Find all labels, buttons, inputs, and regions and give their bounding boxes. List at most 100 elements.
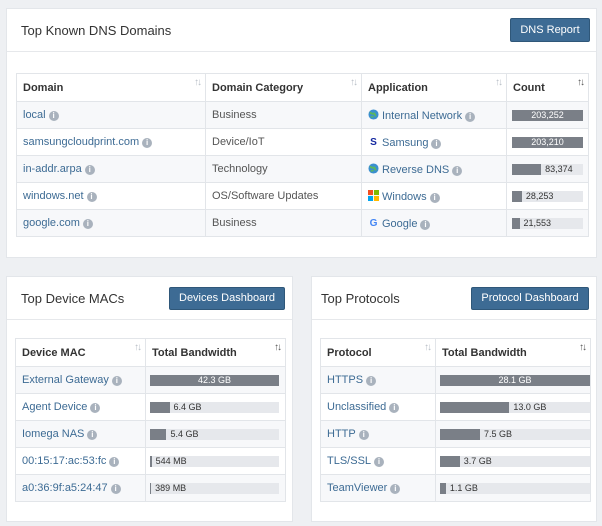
sort-icon[interactable]: ↑↓ [350,77,358,88]
info-icon[interactable]: i [48,111,59,121]
protocol-link[interactable]: TeamViewer [327,482,388,494]
info-icon[interactable]: i [452,165,463,176]
table-row[interactable]: windows.net i OS/Software Updates Windows i 2… [16,182,589,210]
protocol-cell[interactable]: TeamViewer i [320,474,436,502]
application-link[interactable]: Google [382,217,418,230]
dns-card-header: Top Known DNS Domains DNS Report [7,9,596,52]
sort-desc-icon[interactable]: ↑↓ [577,77,585,88]
application-link[interactable]: Windows [382,190,427,203]
info-icon[interactable]: i [465,111,476,122]
info-icon[interactable]: i [374,457,385,467]
info-icon[interactable]: i [358,430,369,440]
table-row[interactable]: TeamViewer i 1.1 GB [320,474,591,502]
info-icon[interactable]: i [420,219,431,230]
domain-cell[interactable]: in-addr.arpa i [16,155,206,183]
protocol-link[interactable]: Unclassified [327,401,387,413]
column-header-total-bandwidth[interactable]: Total Bandwidth ↑↓ [435,338,591,367]
table-row[interactable]: a0:36:9f:a5:24:47 i 389 MB [15,474,286,502]
table-row[interactable]: google.com i Business G Google i 21,553 [16,209,589,237]
protocol-link[interactable]: HTTP [327,428,356,440]
sort-desc-icon[interactable]: ↑↓ [579,342,587,353]
info-icon[interactable]: i [111,376,122,386]
info-icon[interactable]: i [366,376,377,386]
globe-icon [368,162,379,174]
devices-dashboard-button[interactable]: Devices Dashboard [169,287,285,310]
table-row[interactable]: in-addr.arpa i Technology Reverse DNS i 83,37… [16,155,589,183]
table-row[interactable]: local i Business Internal Network i 203,252 [16,101,589,129]
info-icon[interactable]: i [86,192,97,202]
sort-icon[interactable]: ↑↓ [194,77,202,88]
domain-cell[interactable]: windows.net i [16,182,206,210]
sort-icon[interactable]: ↑↓ [495,77,503,88]
device-link[interactable]: Agent Device [22,401,88,413]
info-icon[interactable]: i [84,165,95,175]
domain-cell[interactable]: samsungcloudprint.com i [16,128,206,156]
device-mac-cell[interactable]: Agent Device i [15,393,146,421]
table-row[interactable]: HTTP i 7.5 GB [320,420,591,448]
protocol-link[interactable]: HTTPS [327,374,364,386]
domain-link[interactable]: google.com [23,217,80,229]
info-icon[interactable]: i [110,484,121,494]
application-link[interactable]: Internal Network [382,109,463,122]
device-link[interactable]: Iomega NAS [22,428,85,440]
protocol-cell[interactable]: TLS/SSL i [320,447,436,475]
category-cell: OS/Software Updates [205,182,362,210]
column-header-total-bandwidth[interactable]: Total Bandwidth ↑↓ [145,338,286,367]
device-link[interactable]: 00:15:17:ac:53:fc [22,455,107,467]
device-link[interactable]: a0:36:9f:a5:24:47 [22,482,108,494]
sort-icon[interactable]: ↑↓ [134,342,142,353]
table-row[interactable]: Agent Device i 6.4 GB [15,393,286,421]
info-icon[interactable]: i [431,138,442,149]
dns-report-button[interactable]: DNS Report [510,18,590,42]
device-mac-cell[interactable]: a0:36:9f:a5:24:47 i [15,474,146,502]
protocol-cell[interactable]: HTTP i [320,420,436,448]
column-header-domain[interactable]: Domain ↑↓ [16,73,206,102]
protocol-link[interactable]: TLS/SSL [327,455,372,467]
table-row[interactable]: HTTPS i 28.1 GB [320,366,591,394]
table-row[interactable]: Iomega NAS i 5.4 GB [15,420,286,448]
domain-link[interactable]: samsungcloudprint.com [23,136,140,148]
sort-desc-icon[interactable]: ↑↓ [274,342,282,353]
column-header-count[interactable]: Count ↑↓ [506,73,589,102]
application-cell[interactable]: Windows i [361,182,507,210]
application-link[interactable]: Reverse DNS [382,163,450,176]
application-cell[interactable]: Internal Network i [361,101,507,129]
protocol-dashboard-button[interactable]: Protocol Dashboard [471,287,589,310]
table-row[interactable]: TLS/SSL i 3.7 GB [320,447,591,475]
info-icon[interactable]: i [82,219,93,229]
protocol-cell[interactable]: Unclassified i [320,393,436,421]
column-header-application[interactable]: Application ↑↓ [361,73,507,102]
info-icon[interactable]: i [389,403,400,413]
column-header-device-mac[interactable]: Device MAC ↑↓ [15,338,146,367]
bar-value: 21,553 [523,217,552,228]
application-cell[interactable]: S Samsung i [361,128,507,156]
domain-cell[interactable]: local i [16,101,206,129]
count-cell: 203,210 [506,128,589,156]
info-icon[interactable]: i [87,430,98,440]
domain-link[interactable]: windows.net [23,190,84,202]
table-row[interactable]: samsungcloudprint.com i Device/IoT S Samsung… [16,128,589,156]
info-icon[interactable]: i [142,138,153,148]
info-icon[interactable]: i [429,192,440,203]
domain-link[interactable]: local [23,109,46,121]
application-cell[interactable]: G Google i [361,209,507,237]
bar-value: 5.4 GB [170,428,199,439]
device-link[interactable]: External Gateway [22,374,109,386]
device-mac-cell[interactable]: 00:15:17:ac:53:fc i [15,447,146,475]
protocol-cell[interactable]: HTTPS i [320,366,436,394]
device-mac-cell[interactable]: Iomega NAS i [15,420,146,448]
info-icon[interactable]: i [390,484,401,494]
domain-cell[interactable]: google.com i [16,209,206,237]
table-row[interactable]: External Gateway i 42.3 GB [15,366,286,394]
sort-icon[interactable]: ↑↓ [424,342,432,353]
application-link[interactable]: Samsung [382,136,429,149]
table-row[interactable]: 00:15:17:ac:53:fc i 544 MB [15,447,286,475]
device-mac-cell[interactable]: External Gateway i [15,366,146,394]
column-header-protocol[interactable]: Protocol ↑↓ [320,338,436,367]
column-header-domain-category[interactable]: Domain Category ↑↓ [205,73,362,102]
application-cell[interactable]: Reverse DNS i [361,155,507,183]
info-icon[interactable]: i [90,403,101,413]
table-row[interactable]: Unclassified i 13.0 GB [320,393,591,421]
domain-link[interactable]: in-addr.arpa [23,163,82,175]
info-icon[interactable]: i [109,457,120,467]
